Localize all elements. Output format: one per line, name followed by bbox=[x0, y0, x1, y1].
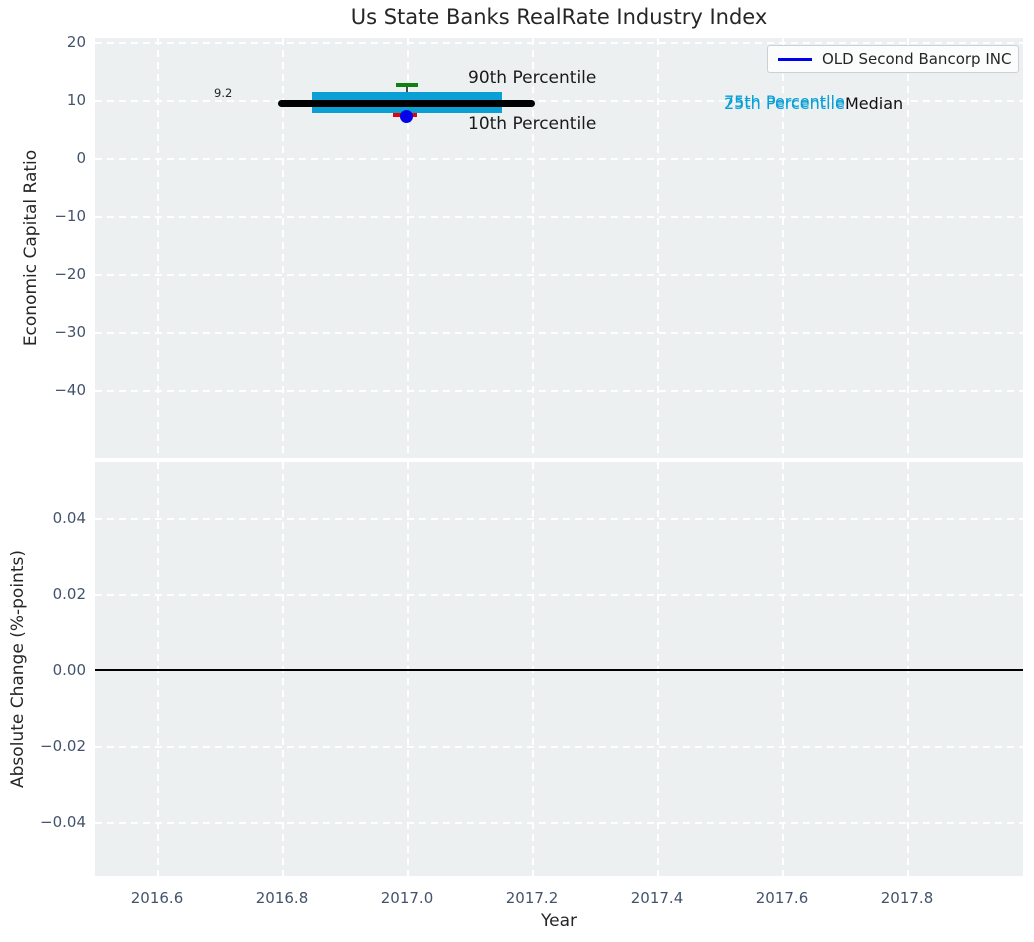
gridline-v-2017.4 bbox=[657, 38, 659, 458]
xtick-2016.8: 2016.8 bbox=[255, 889, 309, 907]
ytick-20: 20 bbox=[66, 33, 86, 51]
gridline-h--30 bbox=[95, 332, 1023, 334]
legend-label: OLD Second Bancorp INC bbox=[822, 50, 1012, 68]
annotation-10th-percentile: 10th Percentile bbox=[468, 114, 597, 134]
zero-reference-line bbox=[95, 669, 1023, 671]
gridline-h-20 bbox=[95, 42, 1023, 44]
median-value-annotation: 9.2 bbox=[214, 86, 233, 100]
gridline-v-2017.0 bbox=[407, 38, 409, 458]
percentile-90-cap bbox=[396, 83, 418, 87]
x-axis-label: Year bbox=[541, 911, 577, 931]
legend-line-swatch bbox=[778, 57, 812, 61]
xtick-2017.8: 2017.8 bbox=[880, 889, 934, 907]
gridline-h-0.04 bbox=[95, 518, 1023, 520]
company-value-dot bbox=[400, 110, 413, 123]
ytick-0.02: 0.02 bbox=[52, 585, 86, 603]
gridline-h--10 bbox=[95, 216, 1023, 218]
ytick--10: −10 bbox=[54, 207, 86, 225]
xtick-2016.6: 2016.6 bbox=[130, 889, 184, 907]
xtick-2017.6: 2017.6 bbox=[755, 889, 809, 907]
annotation-25th-percentile: 25th Percentile bbox=[724, 94, 845, 113]
gridline-h--40 bbox=[95, 390, 1023, 392]
gridline-h-0 bbox=[95, 158, 1023, 160]
ytick--0.02: −0.02 bbox=[40, 737, 86, 755]
gridline-h-10 bbox=[95, 100, 1023, 102]
top-plot-area: 9.2 90th Percentile 10th Percentile 75th… bbox=[95, 38, 1023, 458]
ytick--40: −40 bbox=[54, 381, 86, 399]
ytick--0.04: −0.04 bbox=[40, 813, 86, 831]
ytick-0: 0 bbox=[76, 149, 86, 167]
annotation-90th-percentile: 90th Percentile bbox=[468, 68, 597, 88]
chart-title: Us State Banks RealRate Industry Index bbox=[350, 5, 768, 29]
legend: OLD Second Bancorp INC bbox=[767, 45, 1019, 73]
gridline-v-2017.2 bbox=[532, 38, 534, 458]
gridline-h--0.04 bbox=[95, 822, 1023, 824]
xtick-2017.2: 2017.2 bbox=[505, 889, 559, 907]
ytick--20: −20 bbox=[54, 265, 86, 283]
median-line bbox=[278, 100, 535, 107]
gridline-h--20 bbox=[95, 274, 1023, 276]
ytick-10: 10 bbox=[66, 91, 86, 109]
xtick-2017.0: 2017.0 bbox=[380, 889, 434, 907]
annotation-75th-percentile: 75th Percentile bbox=[724, 92, 845, 111]
bottom-plot-area bbox=[95, 462, 1023, 876]
xtick-2017.4: 2017.4 bbox=[630, 889, 684, 907]
ytick-0.04: 0.04 bbox=[52, 509, 86, 527]
gridline-v-2017.8 bbox=[907, 38, 909, 458]
annotation-median: Median bbox=[845, 94, 904, 113]
gridline-h-0.02 bbox=[95, 594, 1023, 596]
gridline-h--0.02 bbox=[95, 746, 1023, 748]
ytick--30: −30 bbox=[54, 323, 86, 341]
top-y-axis-label: Economic Capital Ratio bbox=[21, 149, 41, 347]
bottom-y-axis-label: Absolute Change (%-points) bbox=[8, 550, 28, 788]
gridline-v-2016.8 bbox=[282, 38, 284, 458]
ytick-0.00: 0.00 bbox=[52, 661, 86, 679]
gridline-v-2016.6 bbox=[157, 38, 159, 458]
gridline-v-2017.6 bbox=[782, 38, 784, 458]
